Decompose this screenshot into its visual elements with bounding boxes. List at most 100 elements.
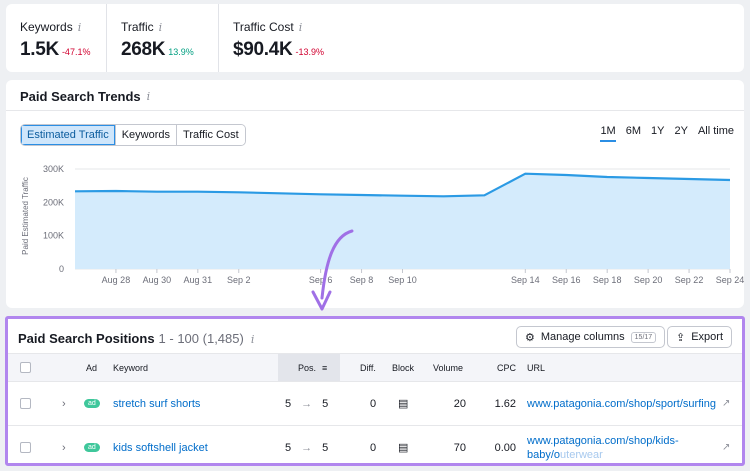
column-block[interactable]: Block — [392, 362, 415, 373]
metric-keywords: Keywords i 1.5K -47.1% — [6, 4, 106, 72]
range-1y[interactable]: 1Y — [651, 125, 665, 137]
metric-traffic-cost: Traffic Cost i $90.4K -13.9% — [218, 4, 378, 72]
expand-chevron-icon[interactable]: › — [62, 397, 66, 410]
trends-title: Paid Search Trends i — [20, 89, 150, 104]
info-icon[interactable]: i — [77, 20, 82, 34]
x-tick-label: Aug 28 — [102, 275, 131, 285]
x-tick-label: Sep 18 — [593, 275, 622, 285]
column-keyword[interactable]: Keyword — [113, 362, 149, 373]
select-all-checkbox[interactable] — [20, 362, 31, 373]
info-icon[interactable]: i — [158, 20, 163, 34]
row-checkbox[interactable] — [20, 398, 31, 409]
trends-title-text: Paid Search Trends — [20, 89, 141, 104]
row-checkbox-cell — [20, 426, 31, 463]
metric-value: 268K — [121, 39, 166, 60]
volume-value: 20 — [453, 397, 466, 410]
metric-delta: -13.9% — [295, 47, 324, 57]
x-tick-label: Sep 24 — [716, 275, 744, 285]
x-tick-label: Sep 6 — [309, 275, 333, 285]
positions-title: Paid Search Positions — [18, 331, 155, 346]
x-tick-label: Sep 22 — [675, 275, 704, 285]
current-position: 5 — [322, 441, 329, 454]
table-row[interactable]: › ad stretch surf shorts 5 → 5 0 ▤ 20 1.… — [8, 382, 742, 426]
cpc-value: 1.62 — [494, 397, 516, 410]
metric-value: $90.4K — [233, 39, 293, 60]
x-tick-label: Aug 31 — [184, 275, 213, 285]
row-checkbox[interactable] — [20, 442, 31, 453]
ad-cell: ad — [84, 426, 100, 463]
x-tick-label: Sep 8 — [350, 275, 374, 285]
table-header: Ad Keyword Pos. ≡ Diff. Block Volume CPC… — [8, 353, 742, 382]
position-cell: 5 → 5 — [285, 382, 328, 425]
export-button[interactable]: ⇪ Export — [667, 326, 733, 348]
tab-keywords[interactable]: Keywords — [114, 125, 177, 145]
paid-search-positions-card: Paid Search Positions 1 - 100 (1,485) i … — [5, 316, 745, 466]
column-volume[interactable]: Volume — [433, 362, 464, 373]
column-position[interactable]: Pos. ≡ — [278, 354, 340, 381]
info-icon[interactable]: i — [250, 333, 255, 346]
x-tick-label: Sep 10 — [388, 275, 417, 285]
date-range-selector: 1M 6M 1Y 2Y All time — [600, 125, 734, 142]
gear-icon: ⚙ — [525, 331, 535, 344]
metric-delta: 13.9% — [168, 47, 194, 57]
tab-traffic-cost[interactable]: Traffic Cost — [176, 125, 245, 145]
range-1m[interactable]: 1M — [600, 125, 616, 142]
ad-badge: ad — [84, 443, 100, 452]
x-tick-label: Sep 20 — [634, 275, 663, 285]
metric-value: 1.5K — [20, 39, 59, 60]
paid-search-trends-card: Paid Search Trends i Estimated Traffic Ke… — [6, 80, 744, 308]
x-tick-label: Aug 30 — [143, 275, 172, 285]
columns-count-badge: 15/17 — [630, 331, 657, 343]
series-line — [74, 172, 731, 198]
range-6m[interactable]: 6M — [625, 125, 641, 137]
series-area — [75, 173, 730, 269]
column-ad[interactable]: Ad — [86, 362, 98, 373]
range-all-time[interactable]: All time — [697, 125, 734, 137]
column-cpc[interactable]: CPC — [497, 362, 517, 373]
column-diff[interactable]: Diff. — [360, 362, 376, 373]
url-text-overflow: uterwear — [560, 448, 603, 461]
table-row[interactable]: › ad kids softshell jacket 5 → 5 0 ▤ 70 … — [8, 426, 742, 463]
range-2y[interactable]: 2Y — [674, 125, 688, 137]
info-icon[interactable]: i — [298, 20, 303, 34]
url-text-overflow: g — [709, 397, 716, 410]
url-text: www.patagonia.com/shop/kids-baby/o — [527, 434, 679, 461]
metric-toggle: Estimated Traffic Keywords Traffic Cost — [20, 124, 246, 146]
arrow-right-icon: → — [301, 441, 313, 454]
row-checkbox-cell — [20, 382, 31, 425]
x-tick-label: Sep 2 — [227, 275, 251, 285]
positions-header: Paid Search Positions 1 - 100 (1,485) i — [18, 331, 254, 346]
current-position: 5 — [322, 397, 329, 410]
y-tick-label: 300K — [43, 164, 64, 174]
block-icon: ▤ — [398, 398, 409, 410]
keyword-link[interactable]: stretch surf shorts — [113, 397, 201, 410]
url-text: www.patagonia.com/shop/sport/surfin — [527, 397, 710, 410]
ad-badge: ad — [84, 399, 100, 408]
export-label: Export — [691, 331, 724, 343]
previous-position: 5 — [285, 441, 292, 454]
metric-label: Traffic — [121, 20, 154, 34]
keyword-link[interactable]: kids softshell jacket — [113, 441, 208, 454]
x-tick-label: Sep 14 — [511, 275, 540, 285]
metric-delta: -47.1% — [61, 47, 91, 57]
x-tick-label: Sep 16 — [552, 275, 581, 285]
expand-chevron-icon[interactable]: › — [62, 441, 66, 454]
url-link[interactable]: www.patagonia.com/shop/sport/surfing — [527, 397, 716, 411]
diff-value: 0 — [370, 397, 377, 410]
metrics-card: Keywords i 1.5K -47.1% Traffic i 268K 13.9% … — [6, 4, 744, 72]
volume-value: 70 — [453, 441, 466, 454]
tab-estimated-traffic[interactable]: Estimated Traffic — [21, 125, 115, 145]
info-icon[interactable]: i — [146, 90, 151, 103]
column-url[interactable]: URL — [527, 362, 546, 373]
column-position-label: Pos. — [298, 362, 317, 373]
url-link[interactable]: www.patagonia.com/shop/kids-baby/outerwe… — [527, 434, 713, 462]
metric-label: Traffic Cost — [233, 20, 294, 34]
cpc-value: 0.00 — [494, 441, 516, 454]
manage-columns-button[interactable]: ⚙ Manage columns 15/17 — [516, 326, 666, 348]
manage-columns-label: Manage columns — [540, 331, 625, 343]
external-link-icon[interactable]: ↗ — [722, 442, 731, 453]
upload-icon: ⇪ — [676, 331, 686, 344]
external-link-icon[interactable]: ↗ — [722, 398, 731, 409]
positions-range: 1 - 100 (1,485) — [158, 331, 244, 346]
